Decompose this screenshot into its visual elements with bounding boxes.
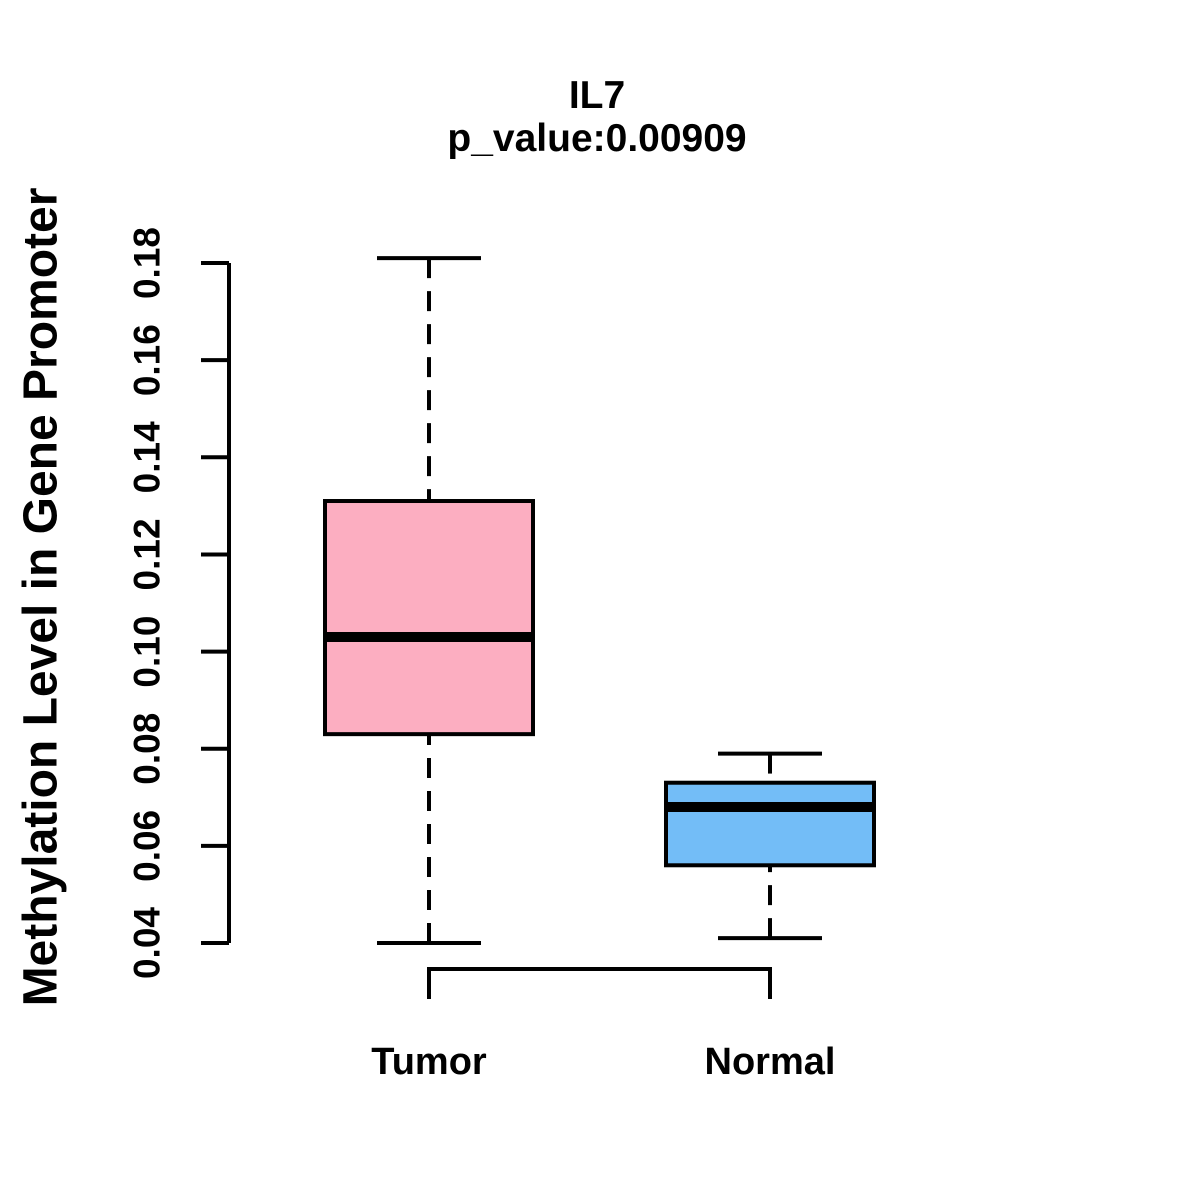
chart-subtitle-pvalue: p_value:0.00909 — [447, 117, 747, 160]
y-axis-tick-label: 0.08 — [127, 713, 168, 785]
y-axis-tick-label: 0.16 — [127, 324, 168, 396]
y-axis-tick-label: 0.04 — [127, 907, 168, 979]
x-category-label-normal: Normal — [705, 1041, 836, 1083]
y-axis-tick-label: 0.06 — [127, 810, 168, 882]
normal-box — [664, 780, 876, 868]
tumor-box — [323, 499, 535, 737]
x-axis-bracket — [427, 967, 772, 999]
y-axis-tick-label: 0.12 — [127, 518, 168, 590]
y-axis-tick-label: 0.10 — [127, 616, 168, 688]
y-axis-tick-label: 0.14 — [127, 421, 168, 493]
y-axis-title: Methylation Level in Gene Promoter — [14, 187, 68, 1007]
y-axis-tick-label: 0.18 — [127, 227, 168, 299]
chart-title: IL7 — [568, 74, 626, 117]
x-category-label-tumor: Tumor — [371, 1041, 487, 1083]
